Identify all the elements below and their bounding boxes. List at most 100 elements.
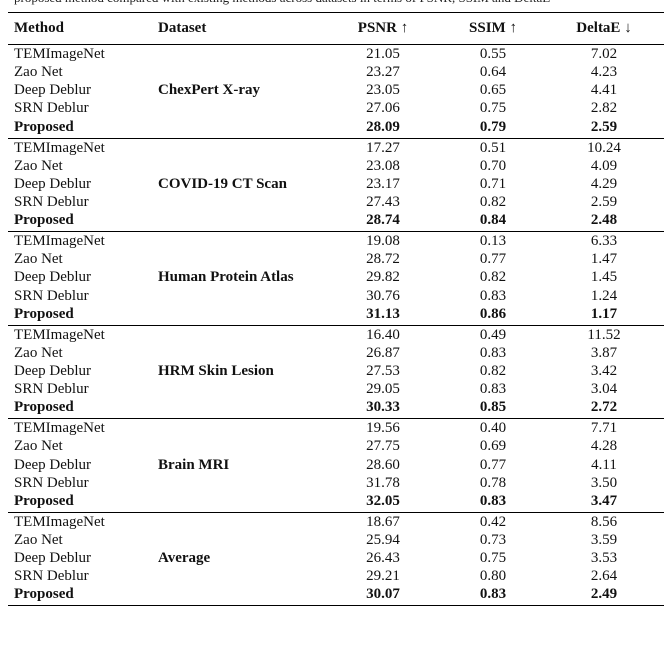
psnr-cell: 29.82 [366,269,400,286]
ssim-cell: 0.64 [479,64,507,81]
psnr-cell: 21.05 [366,46,400,62]
deltae-cell: 2.64 [590,568,618,585]
table-row: TEMImageNet 17.27 0.51 10.24 [8,138,664,157]
ssim-cell: 0.82 [479,194,507,211]
method-cell: SRN Deblur [14,100,89,117]
deltae-cell: 4.29 [590,175,618,192]
deltae-cell: 3.53 [590,550,618,567]
deltae-cell: 2.49 [544,585,664,607]
header-dataset: Dataset [152,12,324,45]
deltae-cell: 4.28 [590,438,618,455]
method-cell: Deep Deblur [14,550,92,567]
psnr-cell: 23.17 [366,175,400,192]
psnr-cell: 32.05 [324,491,442,513]
method-cell: Deep Deblur [14,269,92,286]
ssim-cell: 0.77 [479,251,507,268]
deltae-cell: 4.23 [590,64,618,81]
psnr-cell: 28.60 [366,456,400,473]
deltae-cell: 3.87 [590,344,618,361]
method-cell: SRN Deblur [14,381,89,398]
dataset-cell [152,250,324,268]
ssim-cell: 0.55 [479,46,507,62]
method-cell: TEMImageNet [14,139,105,156]
ssim-cell: 0.75 [479,100,507,117]
psnr-cell: 23.27 [366,64,400,81]
method-cell: SRN Deblur [14,287,89,304]
table-row: TEMImageNet 16.40 0.49 11.52 [8,325,664,344]
method-cell: Deep Deblur [14,362,92,379]
method-cell: Proposed [8,398,152,420]
ssim-cell: 0.83 [479,381,507,398]
dataset-cell [152,474,324,492]
table-row: Zao Net 28.72 0.77 1.47 [8,250,664,268]
table-row: Deep Deblur COVID-19 CT Scan 23.17 0.71 4.29 [8,175,664,193]
deltae-cell: 1.17 [544,304,664,326]
ssim-cell: 0.73 [479,531,507,548]
header-psnr: PSNR ↑ [324,12,442,45]
psnr-cell: 30.33 [324,398,442,420]
psnr-cell: 23.05 [366,82,400,99]
ssim-cell: 0.83 [479,344,507,361]
method-cell: TEMImageNet [14,233,105,250]
deltae-cell: 2.59 [590,194,618,211]
method-cell: Deep Deblur [14,175,92,192]
dataset-cell [152,117,324,139]
deltae-cell: 2.72 [544,398,664,420]
method-cell: Zao Net [14,344,63,361]
ssim-cell: 0.86 [442,304,544,326]
table-row-proposed: Proposed 30.07 0.83 2.49 [8,585,664,607]
ssim-cell: 0.42 [479,513,507,530]
psnr-cell: 28.72 [366,251,400,268]
method-cell: Deep Deblur [14,82,92,99]
psnr-cell: 25.94 [366,531,400,548]
psnr-cell: 19.56 [366,420,400,437]
dataset-cell [152,419,324,438]
table-row: TEMImageNet 18.67 0.42 8.56 [8,512,664,531]
ssim-cell: 0.78 [479,474,507,491]
ssim-cell: 0.49 [479,326,507,343]
ssim-cell: 0.83 [442,585,544,607]
header-deltae: DeltaE ↓ [544,12,664,45]
psnr-cell: 16.40 [366,326,400,343]
psnr-cell: 27.43 [366,194,400,211]
psnr-cell: 19.08 [366,233,400,250]
ssim-cell: 0.69 [479,438,507,455]
table-row-proposed: Proposed 31.13 0.86 1.17 [8,304,664,326]
deltae-cell: 6.33 [590,233,618,250]
psnr-cell: 29.05 [366,381,400,398]
deltae-cell: 1.47 [590,251,618,268]
ssim-cell: 0.75 [479,550,507,567]
method-cell: Zao Net [14,251,63,268]
header-ssim: SSIM ↑ [442,12,544,45]
table-row: Deep Deblur Average 26.43 0.75 3.53 [8,549,664,567]
dataset-cell [152,491,324,513]
table-row: Deep Deblur Human Protein Atlas 29.82 0.82 1… [8,268,664,286]
dataset-cell: Average [158,550,211,567]
table-row: SRN Deblur 27.06 0.75 2.82 [8,99,664,117]
table-row-proposed: Proposed 28.74 0.84 2.48 [8,211,664,233]
dataset-cell: Human Protein Atlas [158,269,294,286]
dataset-cell: HRM Skin Lesion [158,362,274,379]
method-cell: SRN Deblur [14,194,89,211]
dataset-cell [152,344,324,362]
psnr-cell: 18.67 [366,513,400,530]
table-row: Zao Net 27.75 0.69 4.28 [8,437,664,455]
dataset-cell [152,437,324,455]
psnr-cell: 28.74 [324,211,442,233]
dataset-cell [152,157,324,175]
dataset-cell [152,380,324,398]
ssim-cell: 0.83 [442,491,544,513]
method-cell: Deep Deblur [14,456,92,473]
deltae-cell: 3.42 [590,362,618,379]
dataset-cell [152,211,324,233]
method-cell: Zao Net [14,438,63,455]
table-row: Zao Net 23.08 0.70 4.09 [8,157,664,175]
ssim-cell: 0.80 [479,568,507,585]
method-cell: TEMImageNet [14,420,105,437]
psnr-cell: 17.27 [366,139,400,156]
ssim-cell: 0.84 [442,211,544,233]
ssim-cell: 0.82 [479,362,507,379]
deltae-cell: 4.11 [591,456,617,473]
dataset-cell [152,531,324,549]
method-cell: TEMImageNet [14,46,105,62]
